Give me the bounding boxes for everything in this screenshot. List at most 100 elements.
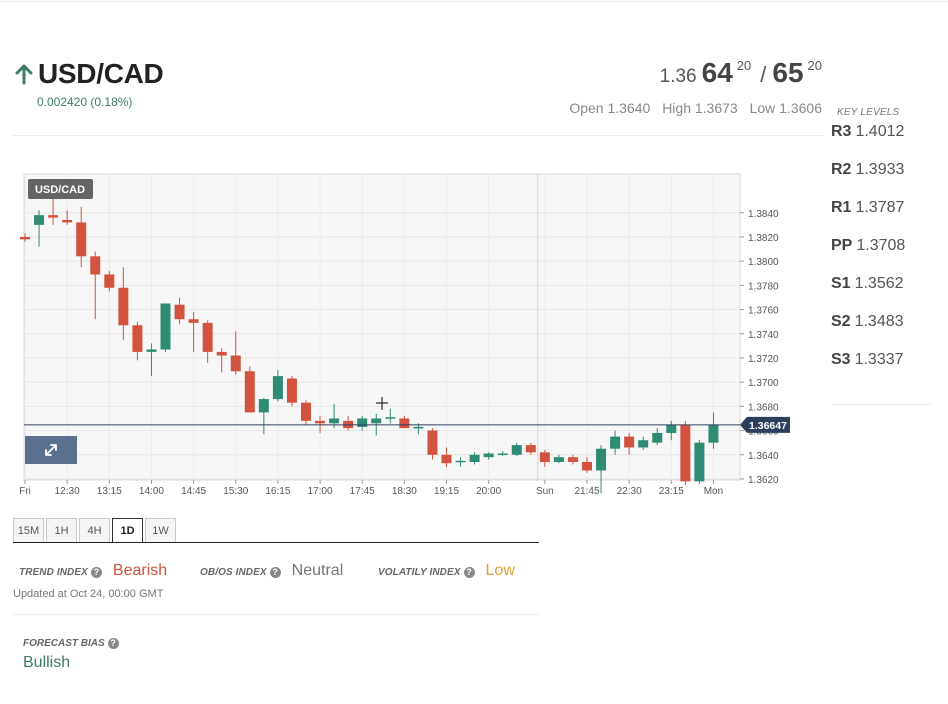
key-level-label: S3 — [831, 351, 851, 368]
candlestick-chart[interactable]: 1.3840 1.3820 1.3800 1.3780 1.3760 1.3740 1.37… — [0, 168, 790, 508]
candle — [385, 408, 396, 424]
y-tick-label: 1.3680 — [748, 402, 779, 413]
y-tick-label: 1.3780 — [748, 281, 779, 292]
candle-body — [357, 418, 368, 427]
candle — [118, 267, 129, 340]
candle-body — [272, 376, 283, 400]
tab-1w[interactable]: 1W — [145, 518, 176, 543]
question-circle-icon[interactable]: ? — [463, 567, 475, 578]
key-level-value: 1.3933 — [855, 161, 905, 178]
candle — [76, 206, 87, 268]
candle — [483, 452, 494, 460]
key-levels-divider — [831, 404, 931, 405]
candle-body — [666, 424, 677, 433]
candle — [680, 420, 691, 485]
x-tick-label: 17:00 — [308, 486, 333, 497]
candle — [301, 400, 311, 425]
trend-index-label: TREND INDEX — [19, 567, 88, 578]
arrow-up-icon — [15, 64, 33, 85]
candle — [596, 445, 607, 494]
candle-body — [315, 420, 326, 424]
current-price-line: 1.36647 — [24, 416, 790, 433]
key-level-s3: S3 1.3337 — [831, 350, 905, 388]
key-level-value: 1.3562 — [854, 275, 904, 292]
candle — [230, 331, 241, 375]
chart-y-axis: 1.3840 1.3820 1.3800 1.3780 1.3760 1.3740 1.37… — [740, 209, 779, 486]
current-price-label: 1.36647 — [749, 420, 787, 432]
open-value: Open 1.3640 — [569, 100, 651, 116]
question-circle-icon[interactable]: ? — [107, 638, 119, 649]
timeframe-tabs-underline — [13, 542, 539, 543]
candle — [610, 430, 621, 455]
candle-body — [638, 440, 649, 448]
candle-body — [708, 424, 719, 443]
y-tick-label: 1.3820 — [748, 233, 779, 244]
y-tick-label: 1.3620 — [748, 475, 779, 486]
x-tick-label: 19:15 — [434, 486, 459, 497]
obos-index: OB/OS INDEX ? Neutral — [200, 562, 343, 580]
bid-fraction: 20 — [736, 58, 752, 73]
question-circle-icon[interactable]: ? — [269, 567, 281, 578]
y-tick-label: 1.3840 — [748, 209, 779, 220]
candle-body — [567, 457, 578, 463]
y-tick-label: 1.3760 — [748, 306, 779, 317]
candle — [258, 397, 269, 435]
open-high-low: Open 1.3640 High 1.3673 Low 1.3606 — [561, 100, 822, 116]
candle — [104, 270, 115, 292]
candle-body — [413, 426, 424, 429]
high-value: High 1.3673 — [662, 100, 738, 116]
candle — [286, 376, 297, 407]
candle-body — [497, 453, 508, 456]
candle-body — [174, 304, 185, 320]
current-price-tag — [740, 416, 790, 433]
key-level-value: 1.3337 — [854, 351, 904, 368]
ask-fraction: 20 — [807, 58, 822, 73]
candle — [34, 210, 45, 247]
candle-body — [62, 220, 73, 223]
candle — [427, 428, 438, 460]
key-level-r1: R1 1.3787 — [831, 198, 905, 236]
tab-1d[interactable]: 1D — [112, 518, 143, 543]
candle — [567, 454, 578, 465]
question-circle-icon[interactable]: ? — [90, 567, 102, 578]
chart-x-axis: Fri 12:30 13:15 14:00 14:45 15:30 16:15 17:00 17… — [19, 480, 723, 497]
bid-ask-quote: 1.36 64 20 / 65 20 — [660, 57, 822, 89]
volatility-index-value: Low — [485, 562, 515, 579]
key-level-s1: S1 1.3562 — [831, 274, 905, 312]
key-level-label: R2 — [831, 161, 852, 178]
candle-body — [385, 417, 396, 419]
x-tick-label: 16:15 — [265, 486, 290, 497]
tab-4h[interactable]: 4H — [79, 518, 110, 543]
candle-body — [202, 322, 213, 352]
key-level-r3: R3 1.4012 — [831, 122, 905, 160]
candle-body — [258, 399, 269, 413]
key-level-label: S1 — [831, 275, 851, 292]
candle-body — [539, 452, 550, 463]
candle — [160, 303, 171, 352]
candle-body — [610, 436, 621, 449]
low-value: Low 1.3606 — [749, 100, 822, 116]
candle — [272, 370, 283, 402]
candle-body — [34, 215, 45, 225]
forecast-bias-value: Bullish — [23, 654, 71, 671]
key-level-label: S2 — [831, 313, 851, 330]
candle — [244, 366, 255, 413]
symbol-header: USD/CAD 0.002420 (0.18%) — [13, 58, 164, 109]
obos-index-value: Neutral — [291, 562, 344, 579]
candle-body — [216, 351, 227, 356]
key-level-s2: S2 1.3483 — [831, 312, 905, 350]
y-tick-label: 1.3700 — [748, 378, 779, 389]
forecast-bias-label: FORECAST BIAS — [23, 638, 105, 649]
tab-15m[interactable]: 15M — [13, 518, 44, 543]
x-tick-label: 14:45 — [181, 486, 206, 497]
key-level-pp: PP 1.3708 — [831, 236, 905, 274]
tab-1h[interactable]: 1H — [46, 518, 77, 543]
x-tick-label: 20:00 — [476, 486, 501, 497]
candle — [146, 343, 157, 377]
x-tick-label: Sun — [536, 486, 554, 497]
candle-body — [118, 287, 129, 326]
expand-chart-button[interactable] — [25, 436, 77, 464]
indexes-divider — [13, 614, 539, 615]
y-tick-label: 1.3740 — [748, 330, 779, 341]
candle-body — [469, 454, 480, 463]
